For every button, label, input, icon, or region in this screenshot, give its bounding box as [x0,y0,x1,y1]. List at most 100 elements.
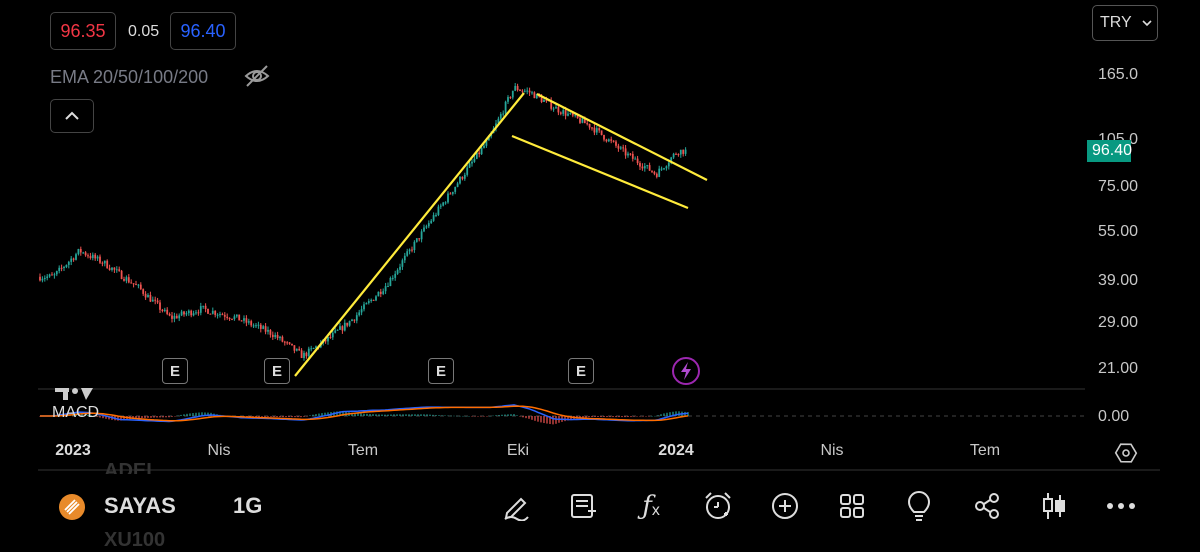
symbol-name[interactable]: SAYAS [104,493,176,518]
candle-body [180,311,183,316]
candle-body [223,314,226,317]
earnings-badge[interactable]: E [162,358,188,384]
add-icon[interactable] [765,486,805,526]
more-icon[interactable] [1101,486,1141,526]
candle-body [358,312,361,316]
candle-body [204,305,207,309]
candle-body [583,118,586,124]
macd-histogram-bar [444,415,446,416]
layouts-icon[interactable] [832,486,872,526]
macd-histogram-bar [396,414,398,416]
eye-off-icon[interactable] [243,64,271,88]
candle-body [250,321,253,326]
macd-histogram-bar [204,412,206,416]
candle-body [571,112,574,116]
interval-button[interactable]: 1G [233,493,263,518]
candle-body [475,152,478,159]
macd-histogram-bar [597,416,599,417]
candle-body [310,348,313,350]
collapse-legend-button[interactable] [50,99,94,133]
macd-histogram-bar [570,416,572,420]
current-price-label: 96.40 [1087,140,1132,162]
macd-histogram-bar [159,416,161,418]
macd-histogram-bar [411,414,413,416]
macd-histogram-bar [429,414,431,416]
candle-body [87,255,89,257]
macd-histogram-bar [81,413,83,416]
macd-histogram-bar [582,416,584,418]
macd-histogram-bar [168,416,170,418]
macd-histogram-bar [435,415,437,416]
macd-histogram-bar [495,415,497,416]
candle-body [576,114,579,119]
draw-icon[interactable] [496,486,536,526]
candle-body [526,90,529,92]
macd-histogram-bar [339,411,341,416]
time-label: 2023 [55,442,91,459]
candle-body [684,149,687,154]
macd-histogram-bar [627,416,629,418]
candle-body [336,329,339,331]
share-icon[interactable] [967,486,1007,526]
candle-body [113,267,116,270]
macd-histogram-bar [420,414,422,416]
currency-select[interactable]: TRY [1092,5,1158,41]
candle-body [655,173,658,177]
macd-histogram-bar [288,416,290,418]
macd-histogram-bar [207,412,209,416]
trendline [294,92,525,377]
candle-body [94,254,97,259]
earnings-badge[interactable]: E [264,358,290,384]
candle-body [399,266,401,270]
macd-histogram-bar [186,413,188,416]
lightning-event-icon[interactable] [671,356,701,386]
candle-body [106,260,109,269]
add-note-icon[interactable] [563,486,603,526]
macd-histogram-bar [105,416,107,419]
macd-histogram-bar [375,414,377,416]
macd-histogram-bar [123,416,125,420]
chart-type-icon[interactable] [1034,486,1074,526]
price-tick: 55.00 [1098,223,1139,240]
macd-histogram-bar [633,416,635,417]
candle-body [91,254,94,259]
macd-histogram-bar [432,414,434,416]
earnings-badge[interactable]: E [568,358,594,384]
candle-body [636,158,639,164]
price-chart[interactable] [0,0,1200,480]
candle-body [41,278,44,281]
candle-body [516,85,519,91]
macd-histogram-bar [516,415,518,416]
macd-histogram-bar [462,415,464,417]
candle-body [298,348,301,351]
candle-body [502,113,505,115]
candle-body [147,294,149,298]
candle-body [682,149,685,154]
indicator-label[interactable]: EMA 20/50/100/200 [50,67,209,87]
macd-histogram-bar [651,415,653,417]
ideas-icon[interactable] [899,486,939,526]
ask-price-button[interactable]: 96.40 [170,12,236,50]
time-label: Nis [207,442,231,459]
candle-body [595,128,598,133]
macd-histogram-bar [117,416,119,421]
earnings-badge[interactable]: E [428,358,454,384]
candle-body [324,339,327,342]
macd-histogram-bar [252,416,254,418]
candle-body [420,231,423,240]
macd-histogram-bar [618,416,620,418]
trendline [536,93,708,181]
candle-body [634,158,637,160]
chart-settings-icon[interactable] [1114,441,1138,465]
alert-icon[interactable] [698,486,738,526]
candle-body [612,140,615,142]
macd-histogram-bar [360,413,362,416]
macd-histogram-bar [318,413,320,416]
bid-price-button[interactable]: 96.35 [50,12,116,50]
candle-body [72,258,75,260]
macd-histogram-bar [321,413,323,416]
macd-histogram-bar [534,416,536,421]
candle-body [183,311,185,315]
candle-body [79,248,82,253]
